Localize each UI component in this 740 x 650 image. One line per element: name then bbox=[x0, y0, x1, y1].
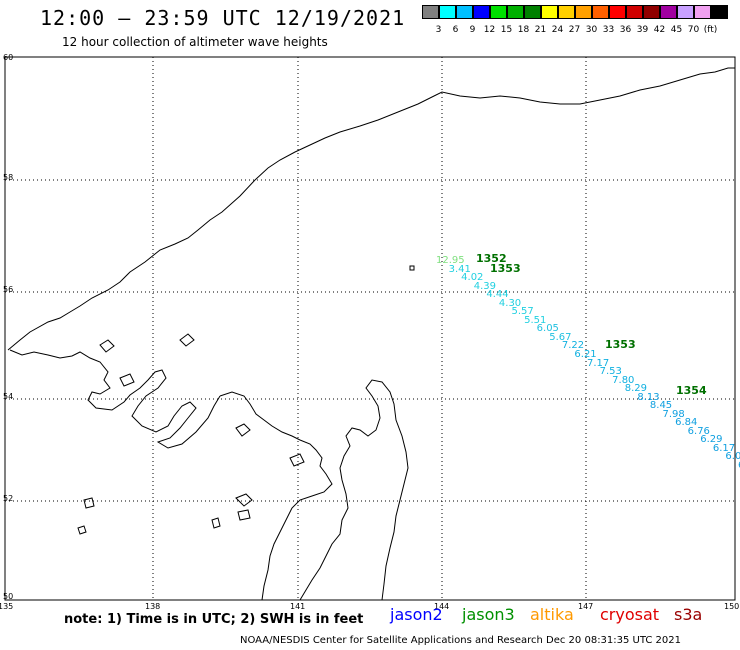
legend-label: 9 bbox=[469, 25, 476, 35]
wave-height-label: 6.05 bbox=[536, 323, 559, 335]
longitude-label: 135 bbox=[0, 602, 14, 611]
legend-label: 15 bbox=[500, 25, 513, 35]
legend-label: 42 bbox=[653, 25, 666, 35]
legend-swatch bbox=[575, 5, 592, 19]
wave-height-label: 6.9 bbox=[738, 460, 740, 471]
graticule bbox=[5, 57, 735, 600]
legend-label: 70 bbox=[687, 25, 700, 35]
latitude-label: 50 bbox=[3, 592, 14, 601]
wave-height-label: 7.22 bbox=[561, 340, 585, 352]
legend-swatch bbox=[473, 5, 490, 19]
wave-height-label: 5.67 bbox=[549, 331, 572, 343]
longitude-label: 138 bbox=[145, 602, 161, 611]
legend-label: 21 bbox=[534, 25, 547, 35]
wave-height-label: 6.84 bbox=[675, 417, 698, 429]
legend-swatch bbox=[558, 5, 575, 19]
latitude-label: 54 bbox=[3, 392, 14, 401]
wave-height-label: 5.51 bbox=[524, 314, 547, 326]
legend-swatch bbox=[422, 5, 439, 19]
legend-label: 18 bbox=[517, 25, 530, 35]
legend-label: 3 bbox=[435, 25, 442, 35]
satellite-label: altika bbox=[530, 605, 574, 624]
wave-height-label: 8.45 bbox=[649, 400, 673, 412]
legend-swatch bbox=[490, 5, 507, 19]
latitude-label: 60 bbox=[3, 53, 14, 62]
legend-label: 24 bbox=[551, 25, 564, 35]
legend-label: (ft) bbox=[703, 25, 718, 35]
latitude-label: 52 bbox=[3, 494, 14, 503]
wave-height-label: 12.95 bbox=[436, 255, 465, 266]
wave-height-label: 5.57 bbox=[511, 306, 534, 318]
longitude-label: 144 bbox=[434, 602, 450, 611]
wave-height-label: 6.21 bbox=[574, 348, 597, 360]
satellite-label: cryosat bbox=[600, 605, 660, 624]
wave-height-label: 7.80 bbox=[612, 374, 635, 386]
legend-swatch bbox=[711, 5, 728, 19]
legend-swatch bbox=[541, 5, 558, 19]
longitude-label: 141 bbox=[290, 602, 306, 611]
legend-swatch bbox=[660, 5, 677, 19]
legend-label: 36 bbox=[619, 25, 632, 35]
wave-height-label: 4.30 bbox=[498, 297, 522, 309]
note-text: note: 1) Time is in UTC; 2) SWH is in fe… bbox=[64, 612, 364, 627]
wave-height-label: 4.39 bbox=[473, 280, 497, 292]
legend-swatch bbox=[694, 5, 711, 19]
wave-height-label: 6.29 bbox=[700, 434, 723, 446]
legend-swatch bbox=[524, 5, 541, 19]
credit-line: NOAA/NESDIS Center for Satellite Applica… bbox=[240, 635, 682, 646]
longitude-label: 147 bbox=[578, 602, 594, 611]
track-time-label: 1353 bbox=[490, 262, 521, 275]
map-frame bbox=[4, 56, 736, 601]
legend-swatch bbox=[456, 5, 473, 19]
legend-label: 27 bbox=[568, 25, 581, 35]
satellite-label: jason3 bbox=[462, 605, 515, 624]
wave-height-label: 6.17 bbox=[712, 442, 736, 454]
track-time-label: 1353 bbox=[605, 338, 636, 351]
map-subtitle: 12 hour collection of altimeter wave hei… bbox=[62, 35, 328, 49]
latitude-label: 58 bbox=[3, 173, 14, 182]
wave-height-label: 7.98 bbox=[662, 408, 685, 420]
track-time-label: 1354 bbox=[676, 384, 707, 397]
legend-label: 30 bbox=[585, 25, 598, 35]
legend-swatch bbox=[609, 5, 626, 19]
satellite-label: jason2 bbox=[390, 605, 443, 624]
wave-height-label: 6.76 bbox=[687, 425, 710, 437]
wave-height-label: 4.44 bbox=[486, 289, 509, 301]
latitude-label: 56 bbox=[3, 285, 14, 294]
legend-label: 39 bbox=[636, 25, 649, 35]
wave-height-label: 8.13 bbox=[637, 391, 660, 403]
wave-height-label: 7.17 bbox=[587, 357, 610, 369]
wave-height-label: 6.08 bbox=[725, 451, 740, 463]
wave-height-label: 7.53 bbox=[599, 366, 622, 378]
map-title: 12:00 – 23:59 UTC 12/19/2021 bbox=[40, 6, 406, 30]
track-time-label: 1352 bbox=[476, 252, 507, 265]
legend-label: 12 bbox=[483, 25, 496, 35]
legend-swatch bbox=[507, 5, 524, 19]
satellite-label: s3a bbox=[674, 605, 703, 624]
wave-height-label: 3.41 bbox=[448, 263, 471, 275]
coastline bbox=[7, 67, 735, 601]
legend-swatch bbox=[592, 5, 609, 19]
legend-swatch bbox=[677, 5, 694, 19]
legend-swatch bbox=[643, 5, 660, 19]
legend-label: 6 bbox=[452, 25, 459, 35]
wave-height-label: 8.29 bbox=[624, 383, 648, 395]
longitude-label: 150 bbox=[724, 602, 740, 611]
legend-label: 45 bbox=[670, 25, 683, 35]
wave-height-label: 4.02 bbox=[461, 272, 484, 284]
legend-label: 33 bbox=[602, 25, 615, 35]
legend-swatch bbox=[439, 5, 456, 19]
legend-swatch bbox=[626, 5, 643, 19]
